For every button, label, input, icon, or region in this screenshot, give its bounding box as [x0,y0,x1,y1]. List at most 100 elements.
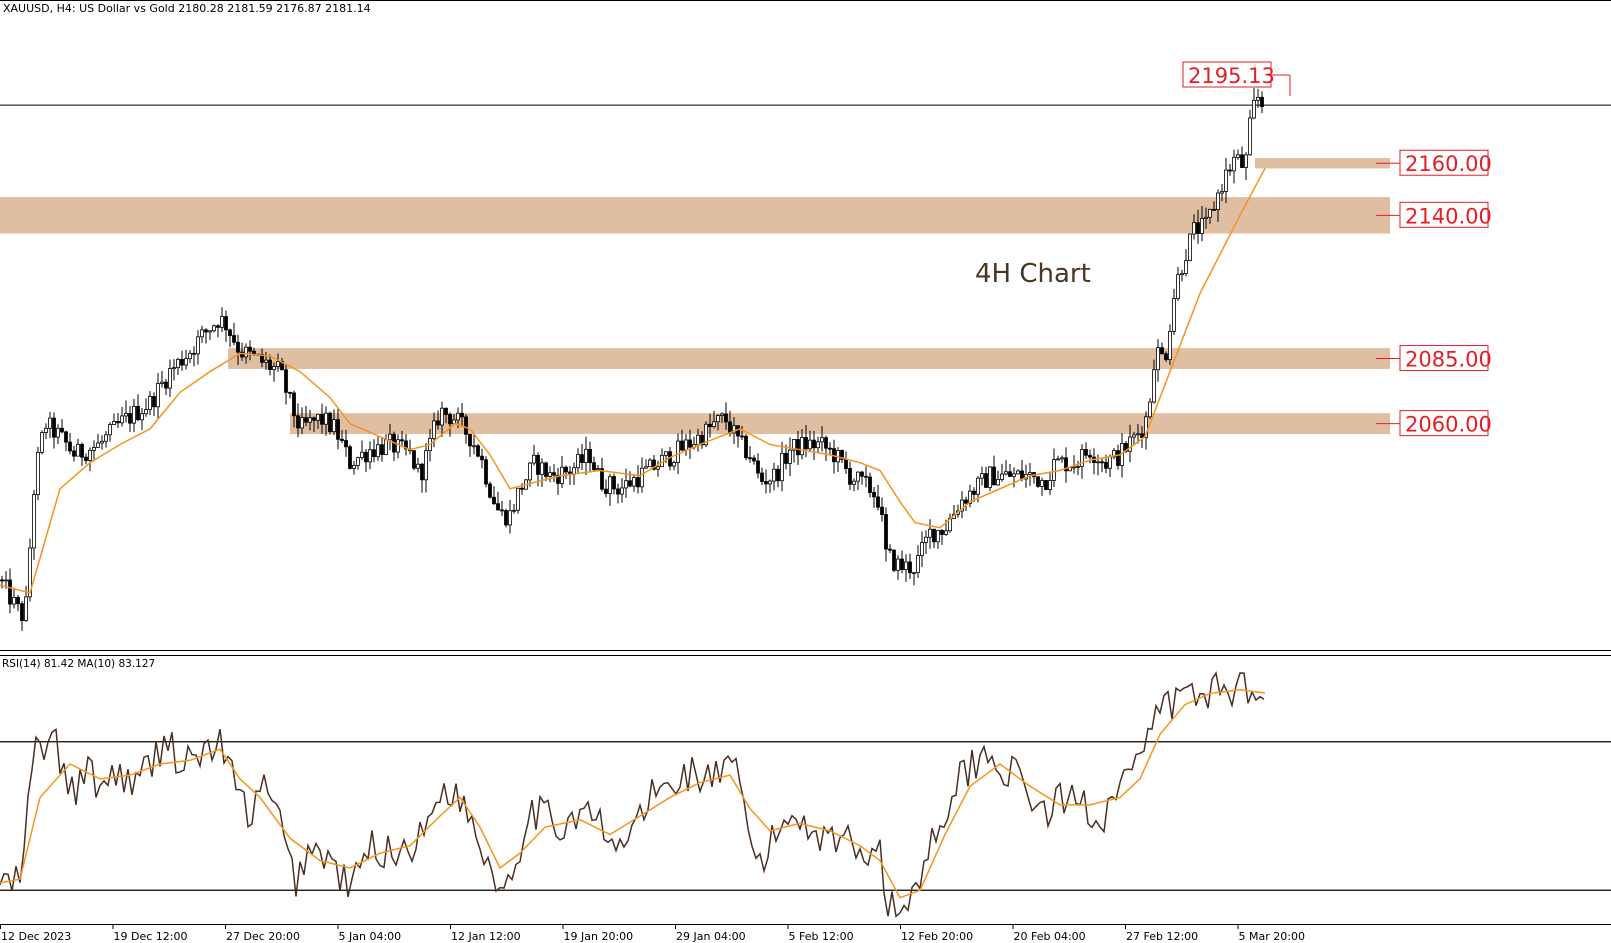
x-tick-label: 12 Dec 2023 [1,930,71,943]
candle-body [1088,454,1092,458]
sr-zone [290,413,1390,435]
candle-body [336,419,340,440]
candle-body [92,447,96,451]
candle-body [1144,416,1148,438]
x-tick-label: 19 Dec 12:00 [114,930,188,943]
candle-body [852,480,856,485]
candle-body [448,414,452,425]
candle-body [716,415,720,423]
candle-body [192,352,196,355]
candle-body [8,579,12,605]
candle-body [1176,274,1180,299]
candle-body [1184,260,1188,274]
candle-body [472,445,476,448]
candle-body [328,412,332,432]
candle-body [784,452,788,464]
candle-body [792,439,796,451]
candle-body [104,434,108,442]
candle-body [1224,169,1228,192]
candle-body [288,391,292,394]
candle-body [848,468,852,485]
level-value: 2160.00 [1405,152,1492,176]
candle-body [1132,434,1136,438]
candle-body [868,476,872,493]
candle-body [656,466,660,470]
candle-body [316,413,320,421]
candle-body [1232,156,1236,172]
candle-body [864,475,868,478]
candle-body [700,434,704,446]
candle-body [1240,154,1244,168]
rsi-indicator [0,671,1611,918]
candle-body [96,442,100,448]
candle-body [16,596,20,605]
candle-body [980,473,984,479]
candle-body [900,558,904,571]
candle-body [600,468,604,490]
candle-body [1212,208,1216,211]
candle-body [48,417,52,429]
chart-annotation: 4H Chart [975,259,1091,289]
candle-body [588,448,592,464]
candle-body [308,417,312,423]
moving-average [0,168,1266,594]
candle-body [912,572,916,575]
candle-body [136,405,140,421]
candle-body [116,421,120,424]
candle-body [888,548,892,551]
candle-body [352,465,356,469]
candle-body [776,468,780,482]
candle-body [940,530,944,535]
candle-body [384,439,388,455]
candle-body [672,462,676,467]
candle-body [1208,208,1212,218]
candle-body [1100,461,1104,464]
candle-body [404,440,408,450]
candle-body [492,496,496,505]
candle-body [876,496,880,508]
candle-body [240,351,244,358]
candle-body [1228,169,1232,172]
candle-body [248,346,252,352]
candle-body [556,474,560,484]
candle-body [128,412,132,424]
candle-body [476,445,480,457]
candle-body [32,494,36,549]
level-box [1399,345,1489,372]
candle-body [284,369,288,393]
candle-body [744,435,748,459]
candle-body [640,467,644,488]
candle-body [416,463,420,469]
candle-body [224,316,228,331]
candle-body [300,417,304,429]
candle-body [1148,401,1152,418]
candle-body [804,437,808,450]
candle-body [1180,272,1184,276]
candle-body [508,510,512,526]
candle-body [920,542,924,556]
candle-body [1128,436,1132,452]
level-label-group: 2160.00 [1376,149,1492,176]
candle-body [1036,476,1040,487]
candle-body [460,412,464,418]
candle-body [1080,449,1084,467]
candle-body [532,454,536,464]
candle-body [144,409,148,415]
candle-body [908,561,912,574]
candle-body [1020,470,1024,480]
candle-body [180,359,184,366]
candle-body [160,381,164,384]
candle-body [100,440,104,444]
candle-body [1160,347,1164,355]
candle-body [420,463,424,481]
candle-body [820,437,824,443]
candle-body [596,468,600,471]
candle-body [40,432,44,453]
candle-body [500,509,504,512]
candle-body [796,439,800,456]
candle-body [204,329,208,333]
candle-body [580,454,584,463]
candle-body [680,440,684,451]
candle-body [140,413,144,421]
candle-body [992,466,996,486]
